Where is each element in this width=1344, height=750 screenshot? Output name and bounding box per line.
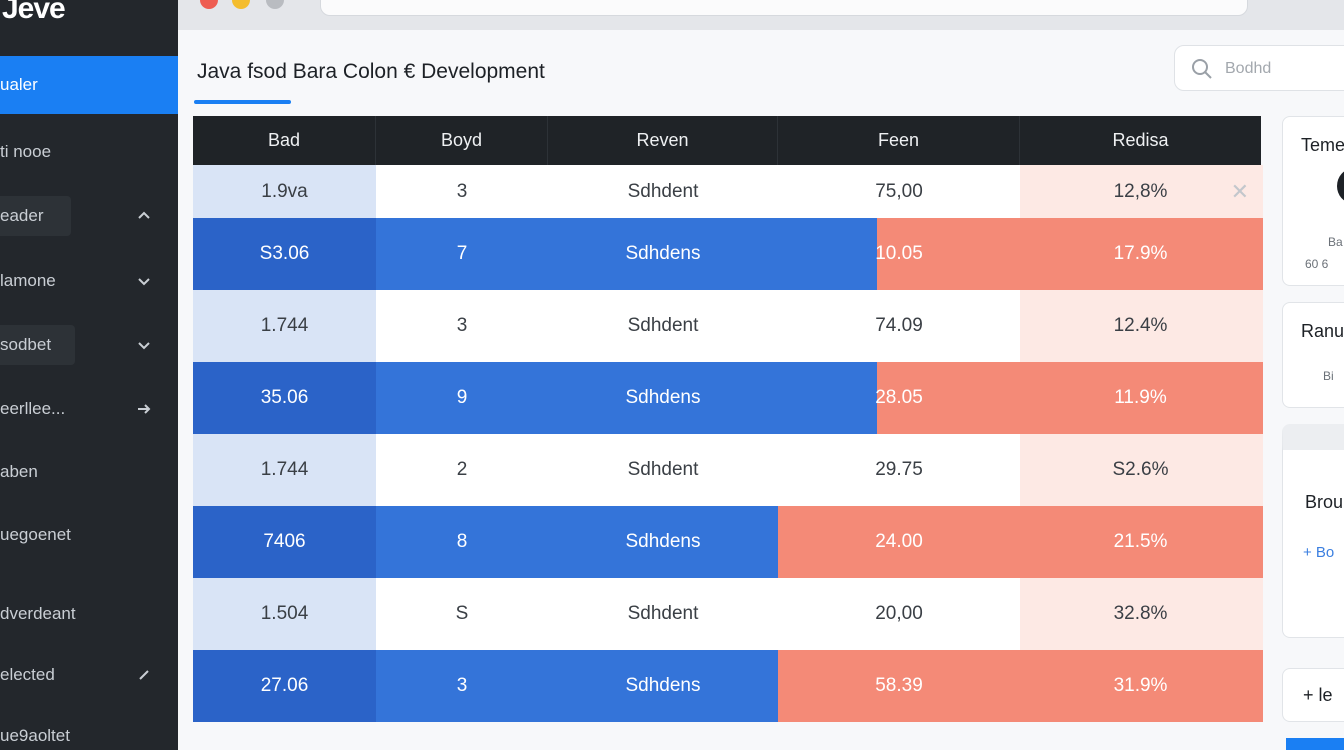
table-cell: 7406 [263,531,306,552]
table-row[interactable]: 7406 8 Sdhdens 24.00 21.5% [193,506,1263,578]
table-cell: Sdhdent [627,315,699,336]
table-cell: 1.744 [260,315,309,336]
window-close-dot[interactable] [200,0,218,9]
chevron-down-icon [138,342,150,350]
table-cell: Sdhdens [625,675,701,696]
column-header[interactable]: Bad [193,116,376,165]
sidebar-item-1[interactable]: ti nooe [0,142,52,161]
window-maximize-dot[interactable] [266,0,284,9]
app-logo: Jeve [2,0,66,25]
table-cell: Sdhdens [625,387,701,408]
table-cell: 58.39 [875,675,923,696]
table-cell: 28.05 [875,387,923,408]
action-card: + le [1282,668,1344,722]
browser-toolbar [178,0,1344,30]
sidebar-item-10[interactable]: ue9aoltet [0,726,70,745]
card-title: Ranu [1301,321,1344,341]
search-icon [1192,59,1212,79]
table-cell: Sdhdens [625,243,701,264]
sidebar-item-4[interactable]: sodbet [0,325,178,365]
table-cell: 8 [456,531,468,552]
table-cell: 10.05 [875,243,923,264]
card-title: Teme [1301,135,1344,155]
arrow-right-icon [138,404,151,414]
page-title: Java fsod Bara Colon € Development [197,60,545,83]
sidebar-item-2[interactable]: eader [0,196,178,236]
sidebar-item-7[interactable]: uegoenet [0,525,71,544]
chevron-down-icon [138,278,150,286]
primary-button[interactable] [1286,738,1344,750]
sidebar-item-6[interactable]: aben [0,462,38,481]
table-cell: 29.75 [875,459,923,480]
card-subtext: Ba [1328,235,1343,249]
table-cell: 1.9va [261,180,308,202]
table-cell: 1.744 [260,459,309,480]
table-row[interactable]: 1.9va 3 Sdhdent 75,00 12,8% ✕ [193,165,1263,218]
table-cell: 17.9% [1113,243,1168,264]
sidebar: Jeve ualer ti nooe eader lamone sodbet e… [0,0,178,750]
column-header[interactable]: Reven [548,116,778,165]
column-header[interactable]: Feen [778,116,1020,165]
summary-card: Teme Ba 60 6 [1282,116,1344,286]
table-cell: 2 [456,459,468,480]
table-cell: 21.5% [1113,531,1168,552]
table-row[interactable]: S3.06 7 Sdhdens 10.05 17.9% [193,218,1263,290]
table-row[interactable]: 1.744 2 Sdhdent 29.75 S2.6% [193,434,1263,506]
table-cell: 11.9% [1114,387,1167,408]
sidebar-item-9[interactable]: elected [0,655,178,695]
column-header[interactable]: Boyd [376,116,548,165]
table-cell: 12.4% [1113,315,1168,336]
table-cell: 12,8% [1113,180,1168,202]
avatar [1337,169,1344,203]
group-card: Brou + Bo [1282,424,1344,638]
sidebar-item-3[interactable]: lamone [0,261,178,301]
table-cell: 20,00 [875,603,923,624]
table-cell: 32.8% [1113,603,1168,624]
table-row[interactable]: 27.06 3 Sdhdens 58.39 31.9% [193,650,1263,722]
window-minimize-dot[interactable] [232,0,250,9]
add-button[interactable]: + le [1303,685,1333,705]
table-cell: 3 [456,315,468,336]
search-box[interactable]: Bodhd [1174,45,1344,91]
sidebar-item-0[interactable]: ualer [0,56,178,114]
column-header[interactable]: Redisa [1112,130,1169,150]
sidebar-item-8[interactable]: dverdeant [0,604,76,623]
table-cell: Sdhdens [625,531,701,552]
table-cell: 3 [456,180,468,202]
table-row[interactable]: 1.504 S Sdhdent 20,00 32.8% [193,578,1263,650]
close-icon[interactable]: ✕ [1230,178,1249,204]
edit-icon [139,670,149,680]
table-header: Bad Boyd Reven Feen Redisa [193,116,1261,165]
table-cell: Sdhdent [627,180,699,202]
table-cell: 7 [456,243,468,264]
table-cell: 9 [456,387,468,408]
chevron-up-icon [138,211,150,219]
table-cell: Sdhdent [627,459,699,480]
search-placeholder: Bodhd [1225,60,1272,77]
card-title: Brou [1305,492,1344,512]
table-cell: 35.06 [260,387,309,408]
table-cell: 75,00 [875,180,923,202]
table-cell: S2.6% [1112,459,1169,480]
table-cell: S [455,603,469,624]
add-button[interactable]: + Bo [1303,544,1335,561]
table-cell: S3.06 [259,243,310,264]
table-cell: 74.09 [875,315,923,336]
table-row[interactable]: 1.744 3 Sdhdent 74.09 12.4% [193,290,1263,362]
table-cell: 3 [456,675,468,696]
table-cell: 24.00 [875,531,923,552]
card-subtext: Bi [1323,369,1334,383]
table-cell: Sdhdent [627,603,699,624]
table-cell: 1.504 [260,603,309,624]
title-tab-indicator [194,100,291,104]
table-cell: 27.06 [260,675,309,696]
table-cell: 31.9% [1113,675,1168,696]
card-subtext: 60 6 [1305,257,1329,271]
address-bar[interactable] [320,0,1248,16]
sidebar-item-5[interactable]: eerllee... [0,389,178,429]
range-card: Ranu Bi [1282,302,1344,408]
table-row[interactable]: 35.06 9 Sdhdens 28.05 11.9% [193,362,1263,434]
